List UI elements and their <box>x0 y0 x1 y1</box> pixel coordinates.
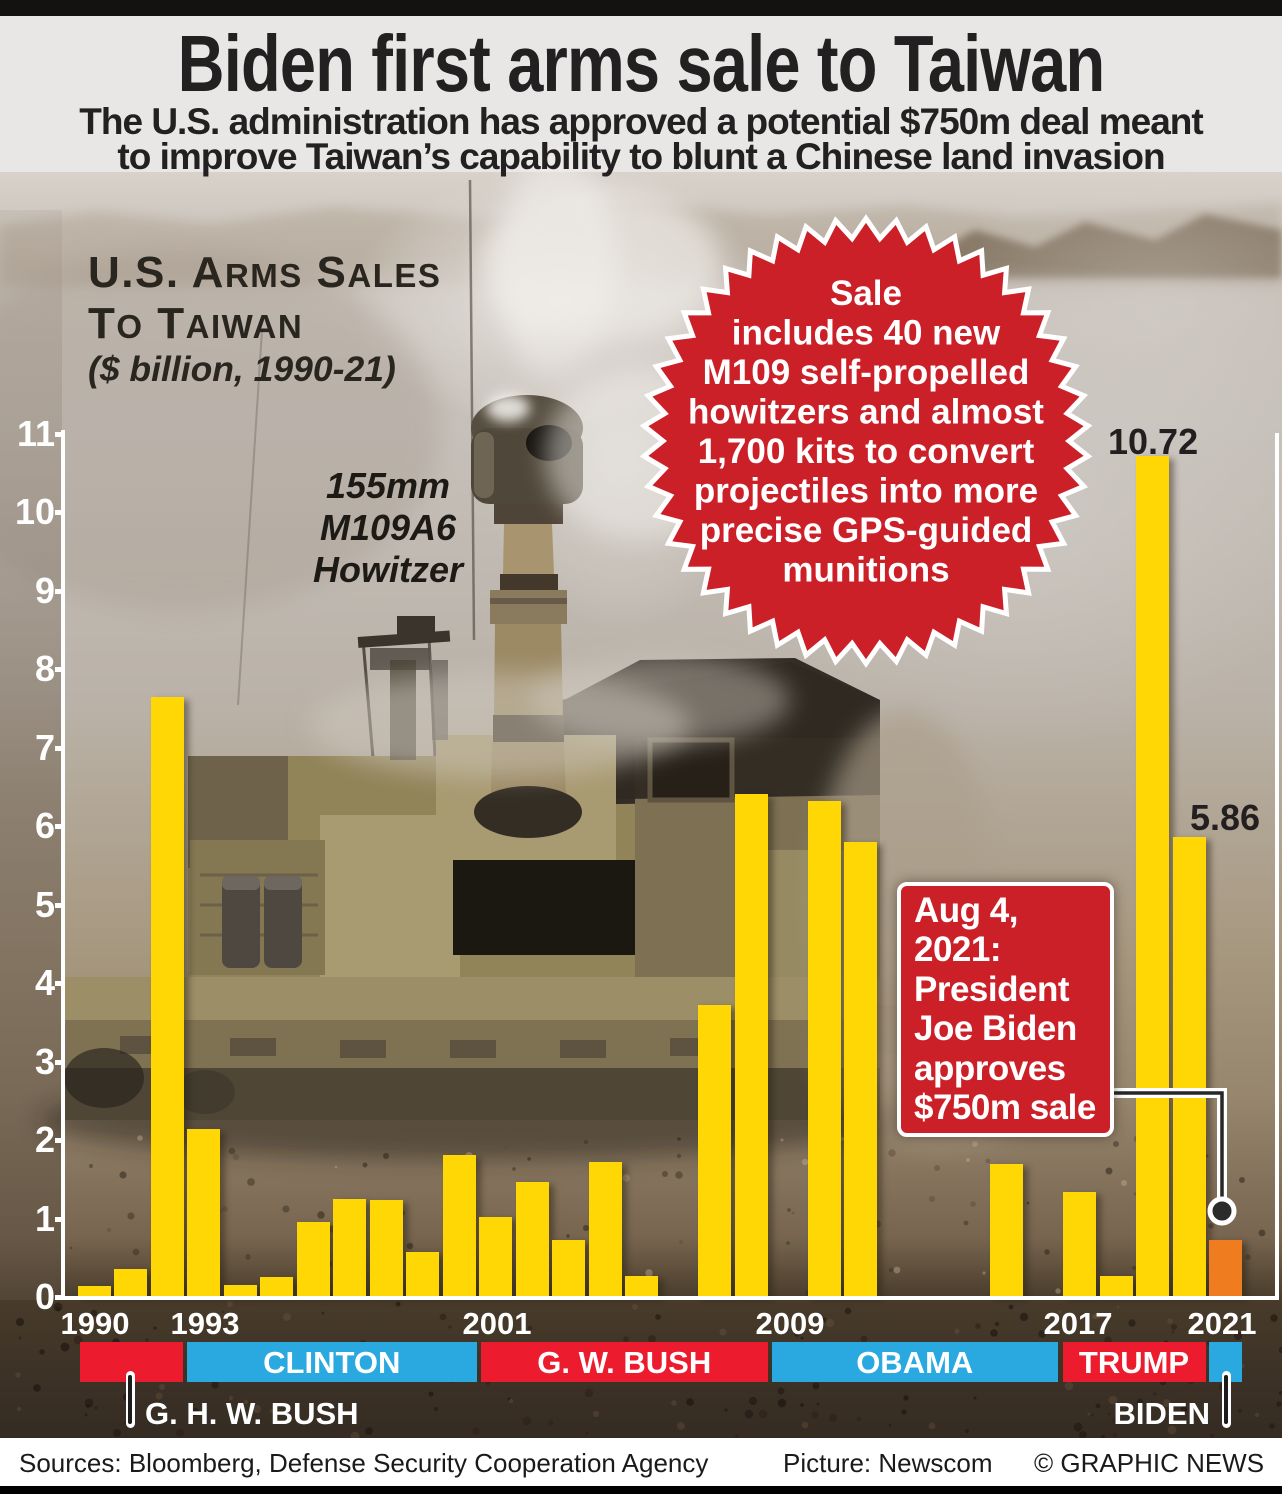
svg-text:precise GPS-guided: precise GPS-guided <box>700 511 1033 550</box>
svg-text:1,700 kits to convert: 1,700 kits to convert <box>698 432 1035 471</box>
svg-text:projectiles into more: projectiles into more <box>694 472 1038 511</box>
svg-text:M109 self-propelled: M109 self-propelled <box>703 353 1030 392</box>
svg-text:howitzers and almost: howitzers and almost <box>688 393 1044 432</box>
svg-text:Sale: Sale <box>830 274 902 313</box>
svg-text:munitions: munitions <box>782 551 949 590</box>
svg-text:includes 40 new: includes 40 new <box>732 314 1001 353</box>
